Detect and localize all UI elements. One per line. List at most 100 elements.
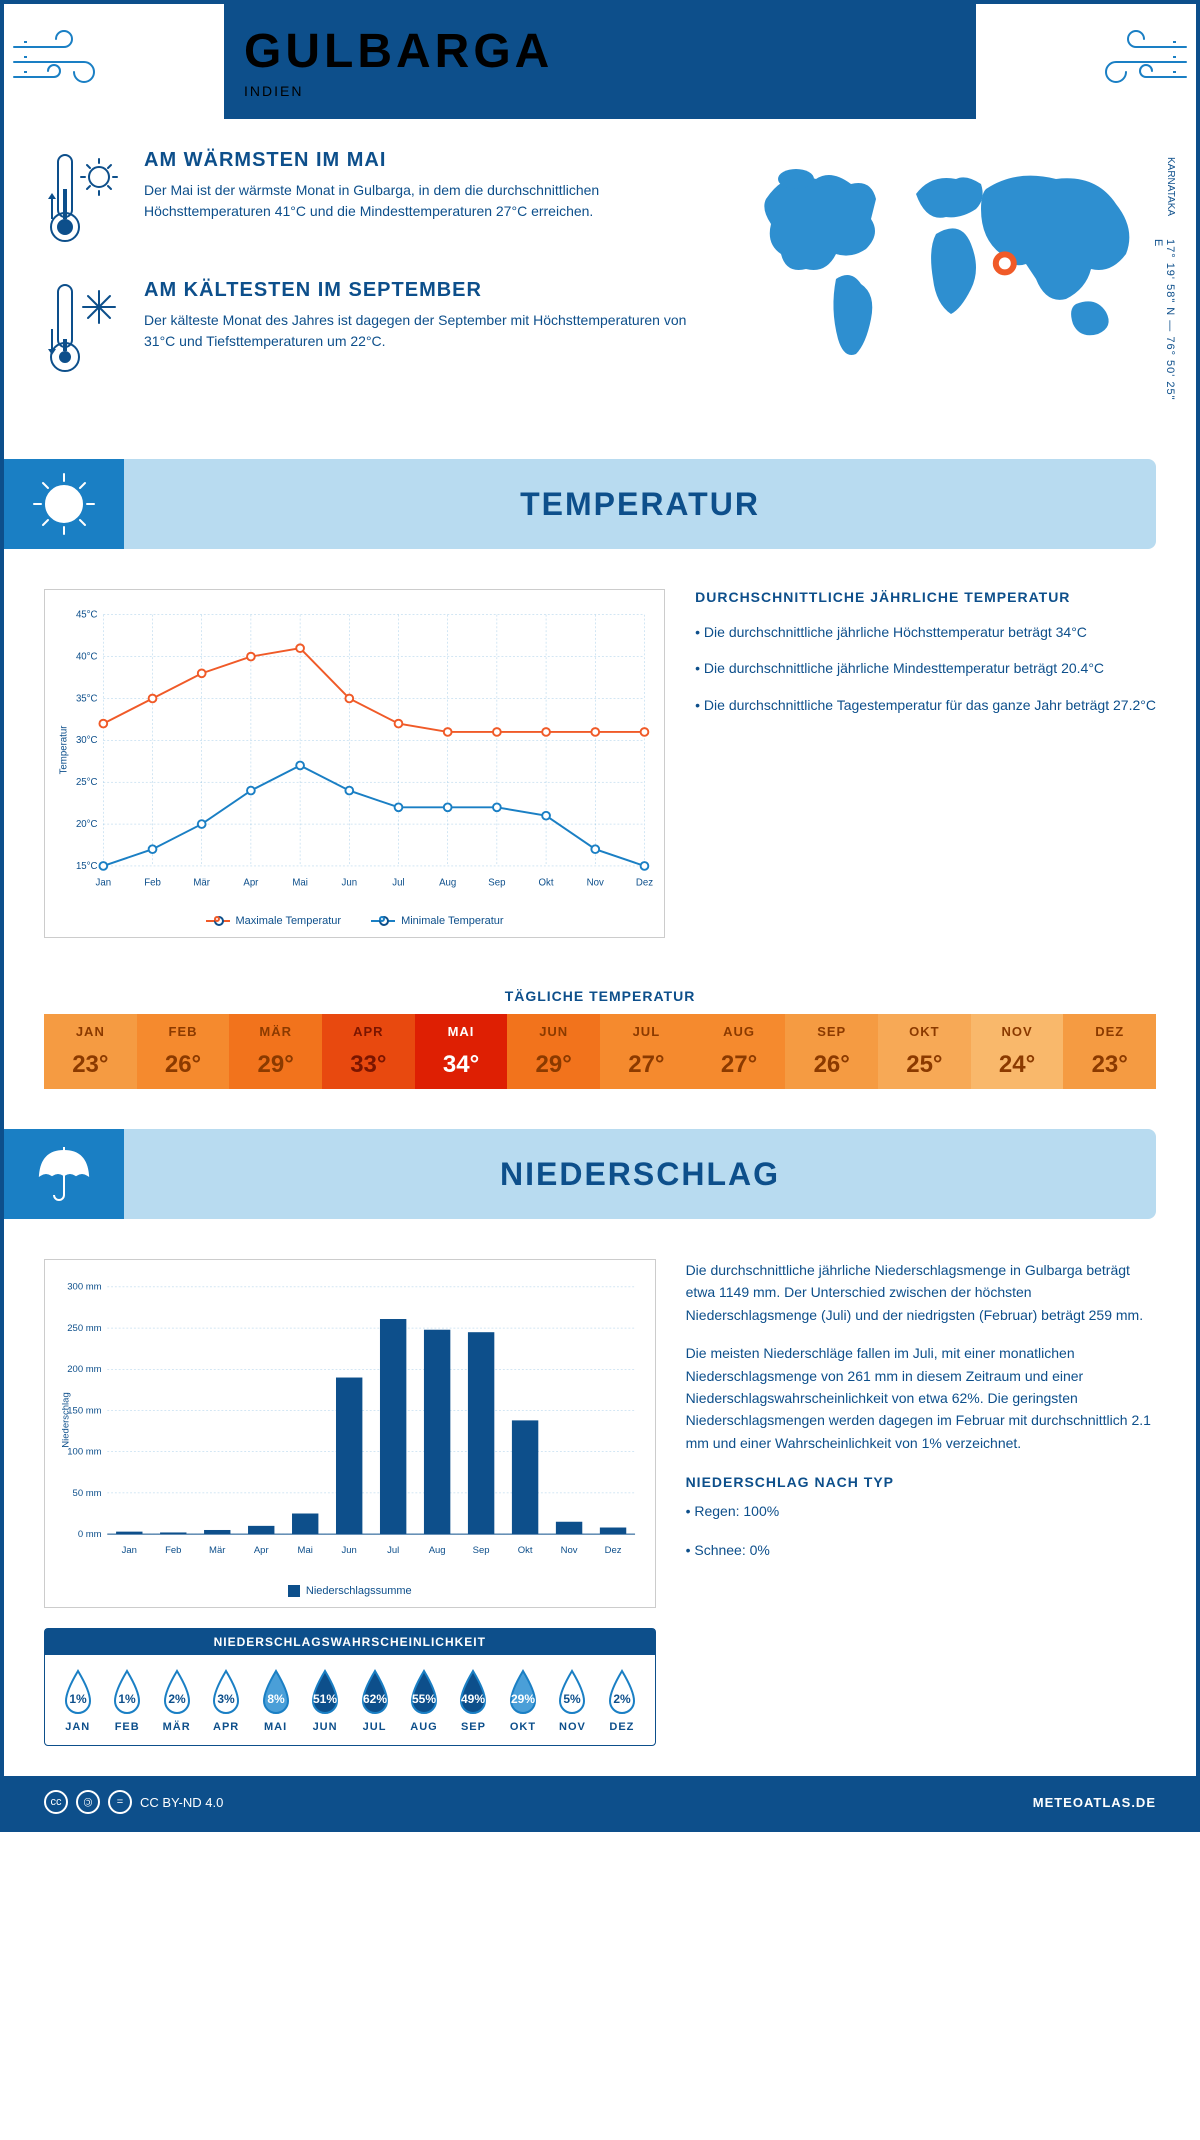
svg-text:55%: 55% bbox=[412, 1692, 436, 1706]
precipitation-chart: 0 mm50 mm100 mm150 mm200 mm250 mm300 mmJ… bbox=[44, 1259, 656, 1608]
coldest-title: AM KÄLTESTEN IM SEPTEMBER bbox=[144, 279, 706, 302]
svg-text:0 mm: 0 mm bbox=[78, 1529, 102, 1540]
svg-text:Aug: Aug bbox=[439, 877, 456, 888]
svg-text:Apr: Apr bbox=[254, 1545, 269, 1556]
svg-text:51%: 51% bbox=[313, 1692, 337, 1706]
thermometer-cold-icon bbox=[44, 279, 124, 379]
svg-text:29%: 29% bbox=[511, 1692, 535, 1706]
svg-text:Jan: Jan bbox=[122, 1545, 137, 1556]
temp-bullet-3: • Die durchschnittliche Tagestemperatur … bbox=[695, 694, 1156, 716]
svg-text:5%: 5% bbox=[564, 1692, 582, 1706]
temp-cell: MÄR29° bbox=[229, 1014, 322, 1089]
daily-temp-strip: JAN23°FEB26°MÄR29°APR33°MAI34°JUN29°JUL2… bbox=[44, 1014, 1156, 1089]
temp-cell: JAN23° bbox=[44, 1014, 137, 1089]
section-title-temperature: TEMPERATUR bbox=[124, 486, 1156, 523]
svg-text:Feb: Feb bbox=[144, 877, 161, 888]
svg-text:2%: 2% bbox=[168, 1692, 186, 1706]
city-name: GULBARGA bbox=[244, 24, 956, 79]
umbrella-icon bbox=[4, 1129, 124, 1219]
prob-cell: 49% SEP bbox=[449, 1667, 498, 1733]
svg-text:45°C: 45°C bbox=[76, 610, 98, 621]
thermometer-hot-icon bbox=[44, 149, 124, 249]
temp-bullet-2: • Die durchschnittliche jährliche Mindes… bbox=[695, 657, 1156, 679]
prob-cell: 1% FEB bbox=[102, 1667, 151, 1733]
world-map bbox=[736, 149, 1156, 369]
precip-snow: • Schnee: 0% bbox=[686, 1539, 1156, 1561]
temp-cell: JUL27° bbox=[600, 1014, 693, 1089]
svg-text:250 mm: 250 mm bbox=[67, 1323, 101, 1334]
cc-icon: cc bbox=[44, 1790, 68, 1814]
legend-min: Minimale Temperatur bbox=[401, 915, 504, 927]
svg-text:Nov: Nov bbox=[587, 877, 604, 888]
temp-cell: APR33° bbox=[322, 1014, 415, 1089]
temp-cell: AUG27° bbox=[693, 1014, 786, 1089]
svg-text:Mär: Mär bbox=[193, 877, 210, 888]
temp-cell: SEP26° bbox=[785, 1014, 878, 1089]
legend-precip: Niederschlagssumme bbox=[306, 1585, 412, 1597]
license: cc 🄯 = CC BY-ND 4.0 bbox=[44, 1790, 223, 1814]
license-text: CC BY-ND 4.0 bbox=[140, 1795, 223, 1810]
svg-text:100 mm: 100 mm bbox=[67, 1447, 101, 1458]
svg-text:300 mm: 300 mm bbox=[67, 1282, 101, 1293]
temp-cell: FEB26° bbox=[137, 1014, 230, 1089]
by-icon: 🄯 bbox=[76, 1790, 100, 1814]
prob-cell: 1% JAN bbox=[53, 1667, 102, 1733]
prob-cell: 55% AUG bbox=[399, 1667, 448, 1733]
temp-cell: MAI34° bbox=[415, 1014, 508, 1089]
wind-icon bbox=[4, 22, 124, 102]
temp-text-heading: DURCHSCHNITTLICHE JÄHRLICHE TEMPERATUR bbox=[695, 589, 1156, 605]
svg-text:Jul: Jul bbox=[387, 1545, 399, 1556]
svg-text:Sep: Sep bbox=[473, 1545, 490, 1556]
svg-text:8%: 8% bbox=[267, 1692, 285, 1706]
prob-cell: 5% NOV bbox=[548, 1667, 597, 1733]
region-label: KARNATAKA bbox=[1165, 157, 1176, 216]
svg-text:200 mm: 200 mm bbox=[67, 1364, 101, 1375]
sun-icon bbox=[4, 459, 124, 549]
prob-cell: 2% DEZ bbox=[597, 1667, 646, 1733]
svg-text:2%: 2% bbox=[613, 1692, 631, 1706]
temperature-chart: 15°C20°C25°C30°C35°C40°C45°CJanFebMärApr… bbox=[44, 589, 665, 938]
precipitation-probability-box: NIEDERSCHLAGSWAHRSCHEINLICHKEIT 1% JAN 1… bbox=[44, 1628, 656, 1746]
svg-text:Aug: Aug bbox=[429, 1545, 446, 1556]
prob-cell: 29% OKT bbox=[498, 1667, 547, 1733]
svg-text:Jan: Jan bbox=[96, 877, 112, 888]
svg-text:Jul: Jul bbox=[392, 877, 404, 888]
svg-text:30°C: 30°C bbox=[76, 735, 98, 746]
temp-cell: NOV24° bbox=[971, 1014, 1064, 1089]
svg-text:35°C: 35°C bbox=[76, 693, 98, 704]
temp-cell: OKT25° bbox=[878, 1014, 971, 1089]
country-name: INDIEN bbox=[244, 83, 956, 99]
svg-text:50 mm: 50 mm bbox=[73, 1488, 102, 1499]
svg-text:1%: 1% bbox=[69, 1692, 87, 1706]
temp-cell: JUN29° bbox=[507, 1014, 600, 1089]
svg-text:Okt: Okt bbox=[518, 1545, 533, 1556]
warmest-text: Der Mai ist der wärmste Monat in Gulbarg… bbox=[144, 180, 706, 222]
prob-cell: 8% MAI bbox=[251, 1667, 300, 1733]
svg-text:Temperatur: Temperatur bbox=[59, 725, 70, 775]
svg-text:62%: 62% bbox=[363, 1692, 387, 1706]
svg-text:Jun: Jun bbox=[342, 877, 358, 888]
wind-icon bbox=[1076, 22, 1196, 102]
nd-icon: = bbox=[108, 1790, 132, 1814]
svg-text:Dez: Dez bbox=[636, 877, 653, 888]
warmest-title: AM WÄRMSTEN IM MAI bbox=[144, 149, 706, 172]
prob-cell: 51% JUN bbox=[300, 1667, 349, 1733]
svg-text:Mär: Mär bbox=[209, 1545, 225, 1556]
svg-text:1%: 1% bbox=[119, 1692, 137, 1706]
svg-text:Mai: Mai bbox=[298, 1545, 313, 1556]
svg-text:3%: 3% bbox=[217, 1692, 235, 1706]
section-title-precipitation: NIEDERSCHLAG bbox=[124, 1156, 1156, 1193]
site-name: METEOATLAS.DE bbox=[1033, 1795, 1156, 1810]
legend-max: Maximale Temperatur bbox=[236, 915, 342, 927]
temp-bullet-1: • Die durchschnittliche jährliche Höchst… bbox=[695, 621, 1156, 643]
svg-text:Dez: Dez bbox=[605, 1545, 622, 1556]
daily-temp-title: TÄGLICHE TEMPERATUR bbox=[4, 988, 1196, 1004]
svg-text:15°C: 15°C bbox=[76, 861, 98, 872]
coldest-text: Der kälteste Monat des Jahres ist dagege… bbox=[144, 310, 706, 352]
svg-text:25°C: 25°C bbox=[76, 777, 98, 788]
svg-text:49%: 49% bbox=[461, 1692, 485, 1706]
precip-rain: • Regen: 100% bbox=[686, 1500, 1156, 1522]
prob-cell: 2% MÄR bbox=[152, 1667, 201, 1733]
svg-text:20°C: 20°C bbox=[76, 819, 98, 830]
precip-type-heading: NIEDERSCHLAG NACH TYP bbox=[686, 1474, 1156, 1490]
